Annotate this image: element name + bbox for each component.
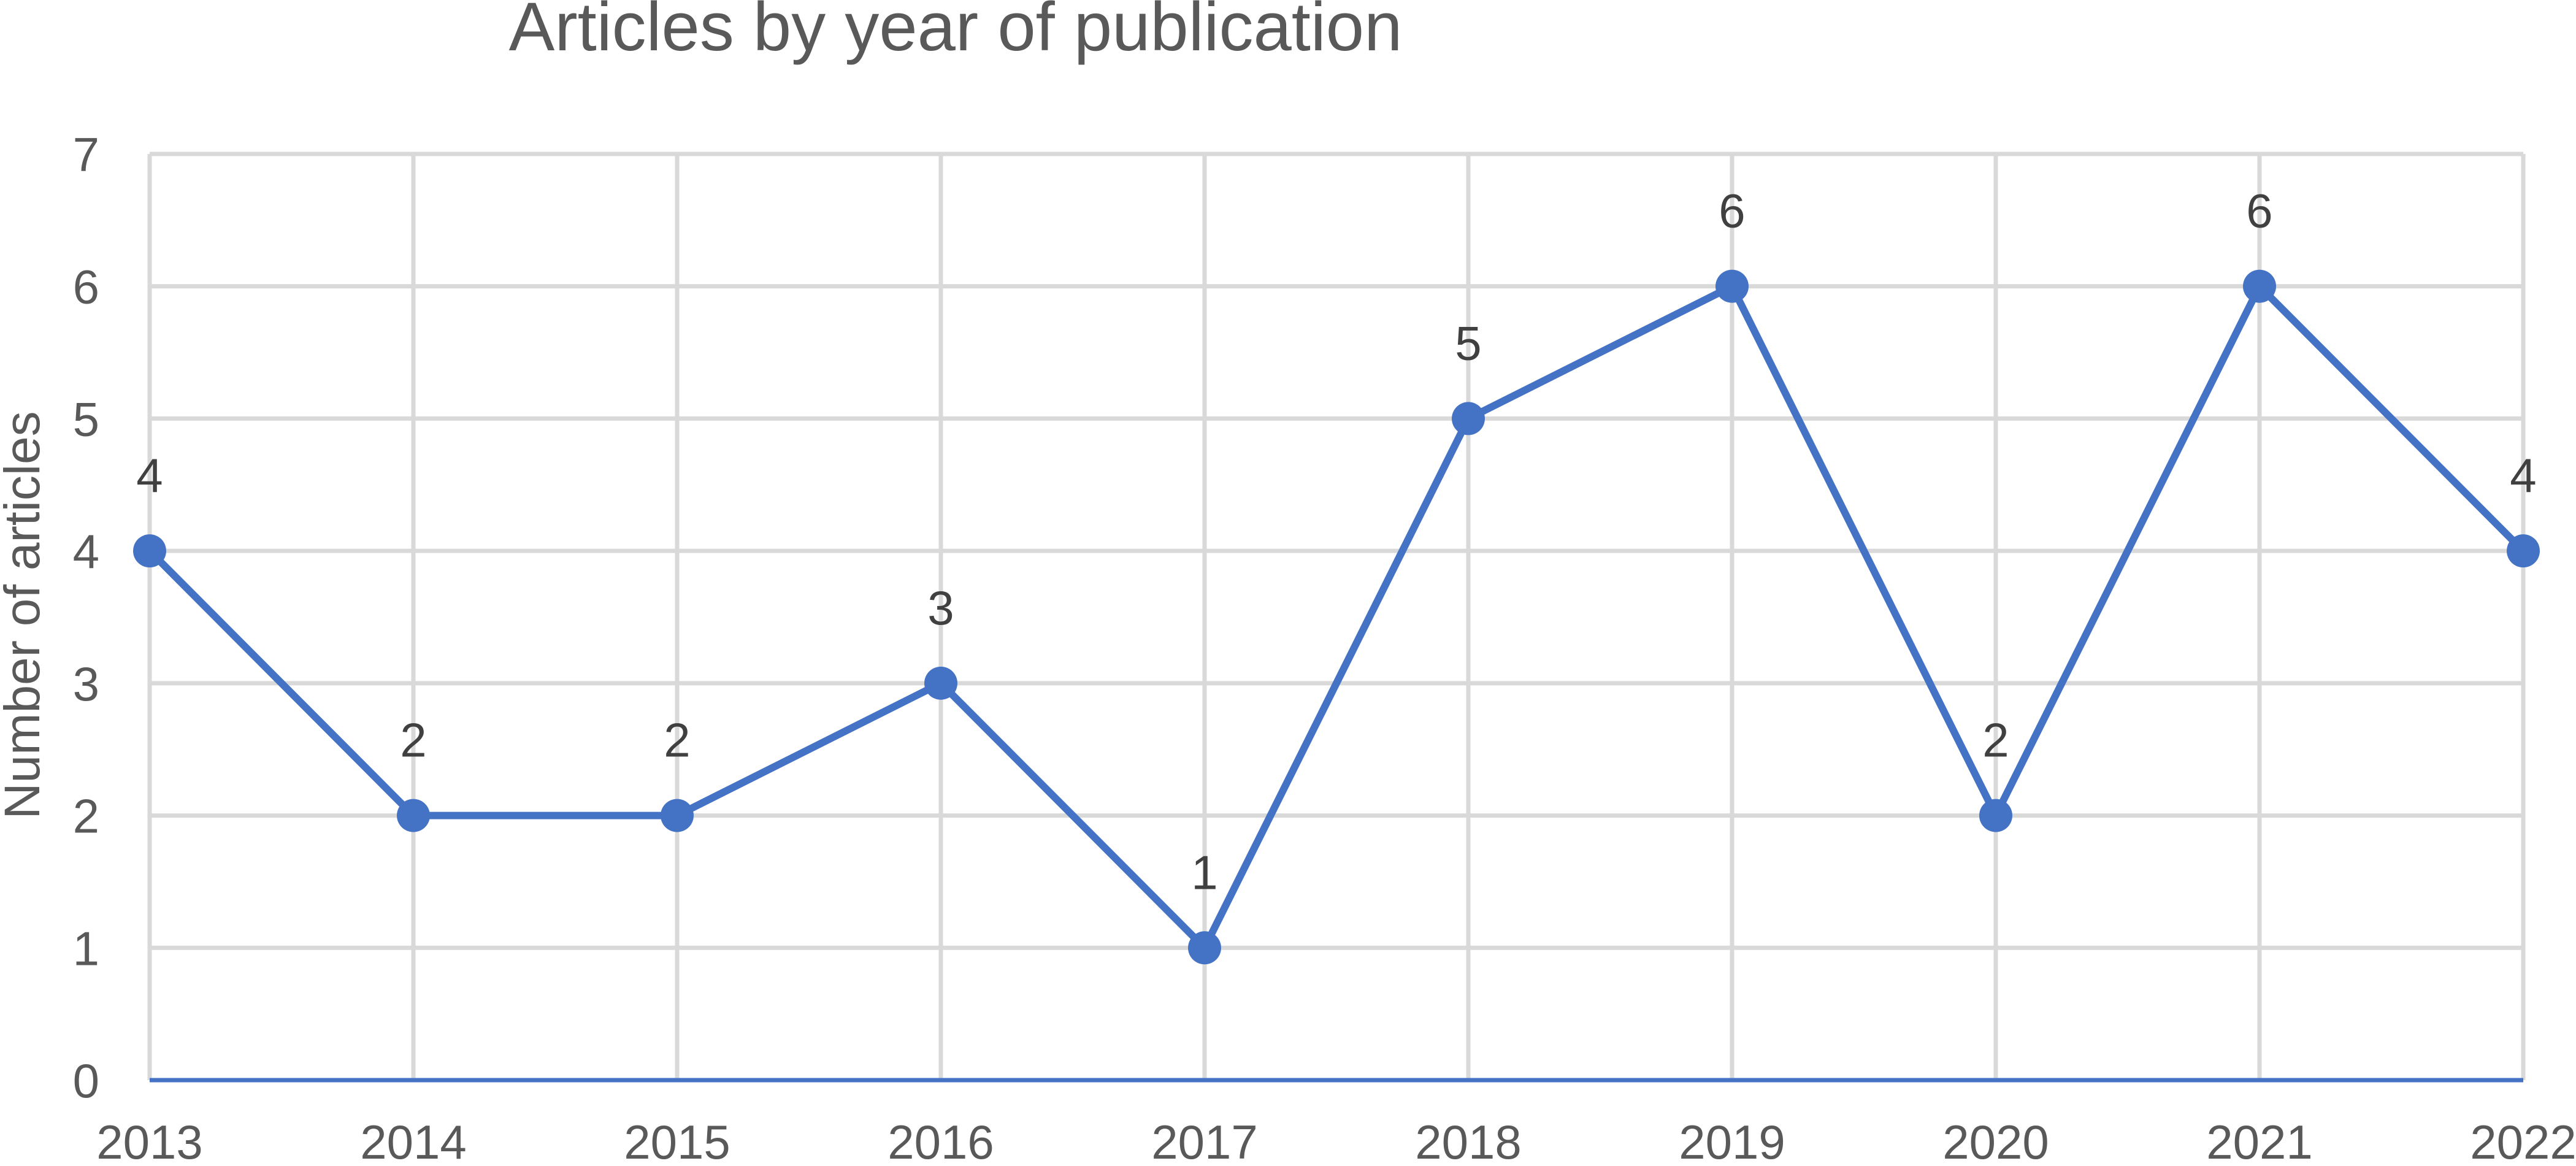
data-label: 5 [1455,316,1481,370]
y-tick-label: 2 [73,789,99,843]
data-point-marker [1979,799,2012,832]
y-tick-label: 0 [73,1054,99,1108]
data-point-marker [661,799,694,832]
data-label: 6 [2246,184,2272,238]
data-point-marker [2507,534,2540,568]
data-point-marker [397,799,430,832]
data-label: 2 [664,713,690,767]
data-point-marker [1715,269,1749,303]
data-label: 2 [400,713,426,767]
chart-title: Articles by year of publication [509,0,1403,65]
x-tick-label: 2017 [1151,1115,1258,1166]
y-axis-title: Number of articles [0,411,50,819]
data-point-marker [133,534,166,568]
data-label: 4 [2510,448,2536,502]
y-tick-label: 6 [73,260,99,314]
y-tick-label: 1 [73,921,99,975]
data-point-marker [1452,402,1485,435]
data-label: 6 [1719,184,1745,238]
x-tick-label: 2021 [2206,1115,2313,1166]
data-point-marker [924,666,957,700]
data-label: 1 [1191,845,1217,899]
x-tick-label: 2020 [1942,1115,2049,1166]
data-label: 2 [1982,713,2009,767]
x-tick-label: 2018 [1415,1115,1522,1166]
x-tick-label: 2022 [2470,1115,2576,1166]
x-tick-label: 2019 [1679,1115,1785,1166]
y-tick-label: 3 [73,657,99,711]
data-label: 4 [136,448,163,502]
gridlines [147,152,2526,1080]
x-tick-label: 2014 [360,1115,467,1166]
y-tick-label: 7 [73,128,99,182]
y-tick-label: 4 [73,524,99,578]
data-point-marker [1188,931,1221,965]
x-tick-label: 2013 [96,1115,203,1166]
data-labels: 4 2 2 3 1 5 6 2 6 4 [136,184,2536,900]
y-tick-label: 5 [73,392,99,446]
data-label: 3 [927,581,954,635]
series-line [146,282,2527,952]
data-point-marker [2243,269,2276,303]
x-tick-label: 2015 [624,1115,730,1166]
series-group [133,269,2540,965]
x-tick-label: 2016 [887,1115,994,1166]
